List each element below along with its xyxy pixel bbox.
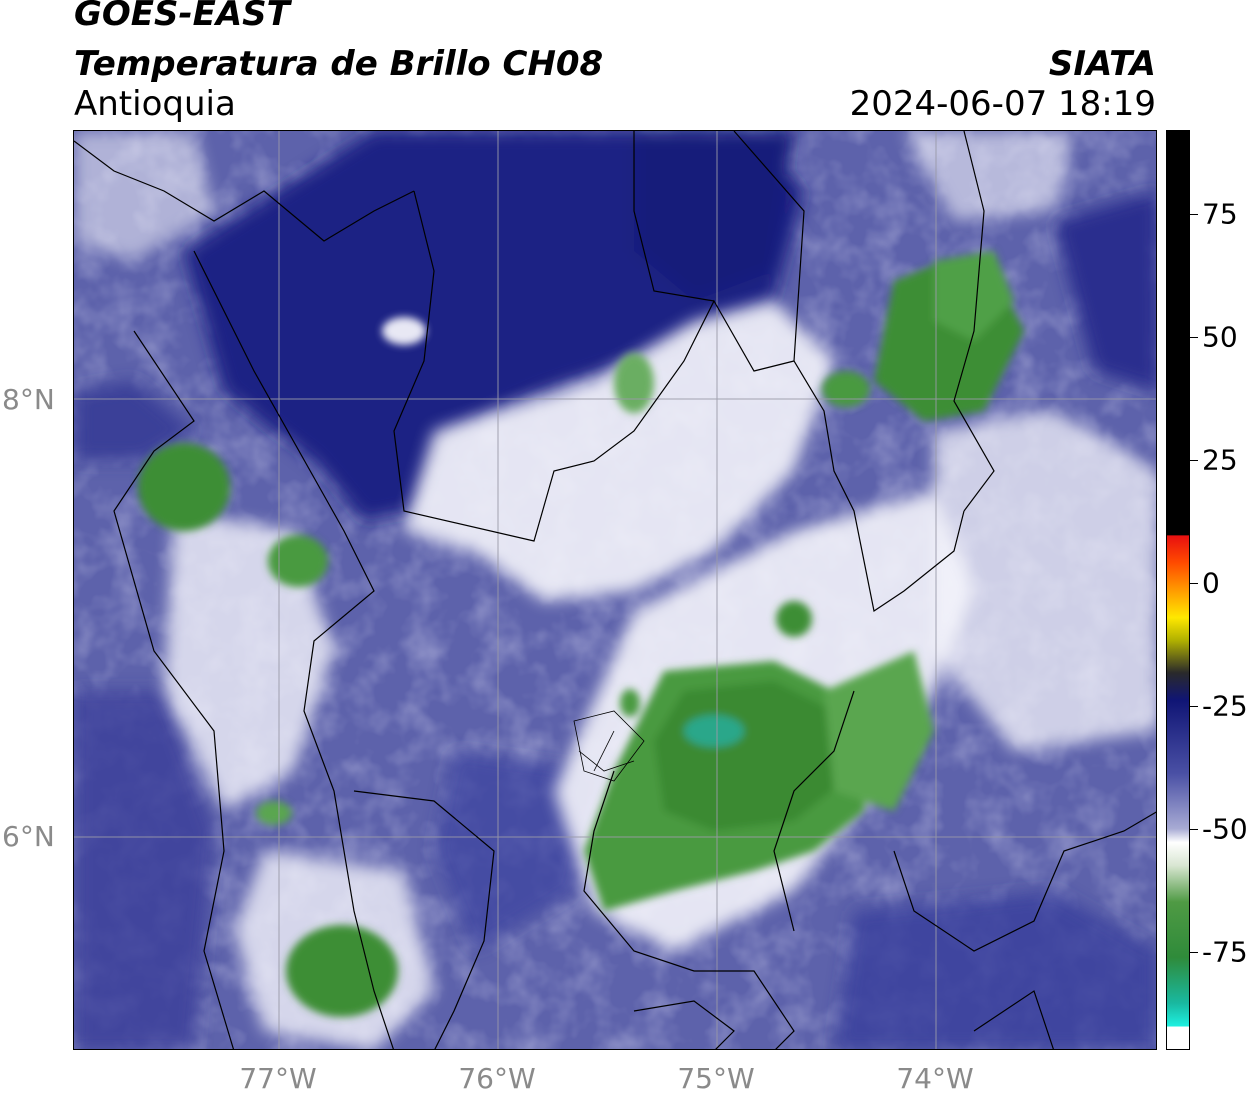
satellite-title: GOES-EAST: [74, 0, 290, 34]
political-boundaries: [74, 131, 1156, 1049]
colorbar-tick-mark: [1190, 336, 1198, 338]
map-canvas: [74, 131, 1156, 1049]
colorbar-tick-label: 25: [1202, 443, 1238, 477]
lat-label-8n: 8°N: [2, 383, 55, 416]
colorbar-tick-label: -25: [1202, 689, 1248, 723]
lat-label-6n: 6°N: [2, 820, 55, 853]
colorbar-tick-label: 50: [1202, 320, 1238, 354]
lon-label-75w: 75°W: [677, 1062, 755, 1095]
lon-label-77w: 77°W: [239, 1062, 317, 1095]
colorbar-tick-label: -50: [1202, 812, 1248, 846]
colorbar-tick-mark: [1190, 705, 1198, 707]
colorbar-tick-mark: [1190, 582, 1198, 584]
organization-label: SIATA: [1048, 44, 1156, 84]
satellite-map[interactable]: [73, 130, 1157, 1050]
colorbar-tick-label: 75: [1202, 197, 1238, 231]
colorbar-tick-mark: [1190, 459, 1198, 461]
colorbar-tick-mark: [1190, 213, 1198, 215]
colorbar: [1166, 130, 1190, 1050]
lon-label-74w: 74°W: [896, 1062, 974, 1095]
graticule: [74, 131, 1156, 1049]
colorbar-ramp: [1167, 131, 1189, 1049]
colorbar-tick-label: -75: [1202, 935, 1248, 969]
colorbar-tick-mark: [1190, 951, 1198, 953]
product-title: Temperatura de Brillo CH08: [74, 44, 604, 84]
municipal-boundaries: [573, 710, 645, 782]
region-label: Antioquia: [74, 84, 236, 124]
cold-convective-cells: [138, 251, 1024, 1017]
colorbar-tick-label: 0: [1202, 566, 1220, 600]
warm-regions: [74, 131, 1156, 1049]
timestamp-label: 2024-06-07 18:19: [849, 84, 1156, 124]
colorbar-tick-mark: [1190, 828, 1198, 830]
lon-label-76w: 76°W: [458, 1062, 536, 1095]
